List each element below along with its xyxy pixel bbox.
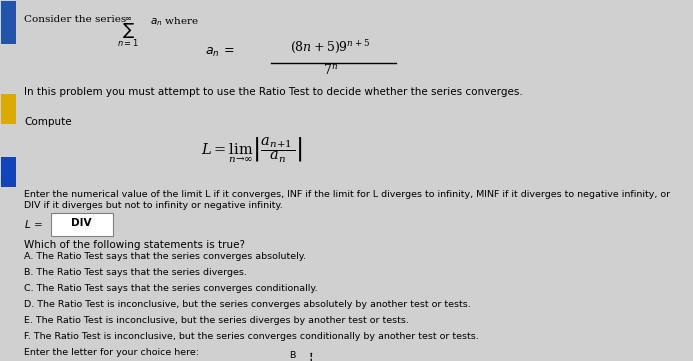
Text: E. The Ratio Test is inconclusive, but the series diverges by another test or te: E. The Ratio Test is inconclusive, but t… — [24, 316, 410, 325]
FancyBboxPatch shape — [274, 348, 324, 361]
FancyBboxPatch shape — [1, 1, 16, 44]
FancyBboxPatch shape — [1, 93, 16, 124]
Text: A. The Ratio Test says that the series converges absolutely.: A. The Ratio Test says that the series c… — [24, 252, 306, 261]
Text: Enter the letter for your choice here:: Enter the letter for your choice here: — [24, 348, 200, 357]
Text: ⬆
⬇: ⬆ ⬇ — [308, 353, 313, 361]
FancyBboxPatch shape — [1, 157, 16, 187]
Text: $7^n$: $7^n$ — [323, 63, 338, 77]
Text: $a_n$ where: $a_n$ where — [150, 15, 198, 28]
Text: DIV: DIV — [71, 218, 92, 228]
Text: C. The Ratio Test says that the series converges conditionally.: C. The Ratio Test says that the series c… — [24, 284, 318, 293]
Text: $(8n+5)9^{n+5}$: $(8n+5)9^{n+5}$ — [290, 38, 371, 55]
Text: $a_n\, =$: $a_n\, =$ — [206, 46, 235, 59]
Text: F. The Ratio Test is inconclusive, but the series converges conditionally by ano: F. The Ratio Test is inconclusive, but t… — [24, 332, 479, 341]
Text: Enter the numerical value of the limit L if it converges, INF if the limit for L: Enter the numerical value of the limit L… — [24, 191, 671, 210]
Text: Compute: Compute — [24, 117, 72, 127]
Text: $L = \lim_{n \to \infty} \left| \dfrac{a_{n+1}}{a_n} \right|$: $L = \lim_{n \to \infty} \left| \dfrac{a… — [201, 135, 302, 165]
Text: B. The Ratio Test says that the series diverges.: B. The Ratio Test says that the series d… — [24, 268, 247, 277]
FancyBboxPatch shape — [51, 213, 114, 236]
Text: In this problem you must attempt to use the Ratio Test to decide whether the ser: In this problem you must attempt to use … — [24, 87, 523, 97]
Text: D. The Ratio Test is inconclusive, but the series converges absolutely by anothe: D. The Ratio Test is inconclusive, but t… — [24, 300, 471, 309]
Text: B: B — [289, 351, 296, 360]
Text: $\sum_{n=1}^{\infty}$: $\sum_{n=1}^{\infty}$ — [116, 15, 139, 49]
Text: $L$ =: $L$ = — [24, 218, 43, 230]
Text: Which of the following statements is true?: Which of the following statements is tru… — [24, 240, 245, 249]
Text: Consider the series: Consider the series — [24, 15, 127, 24]
